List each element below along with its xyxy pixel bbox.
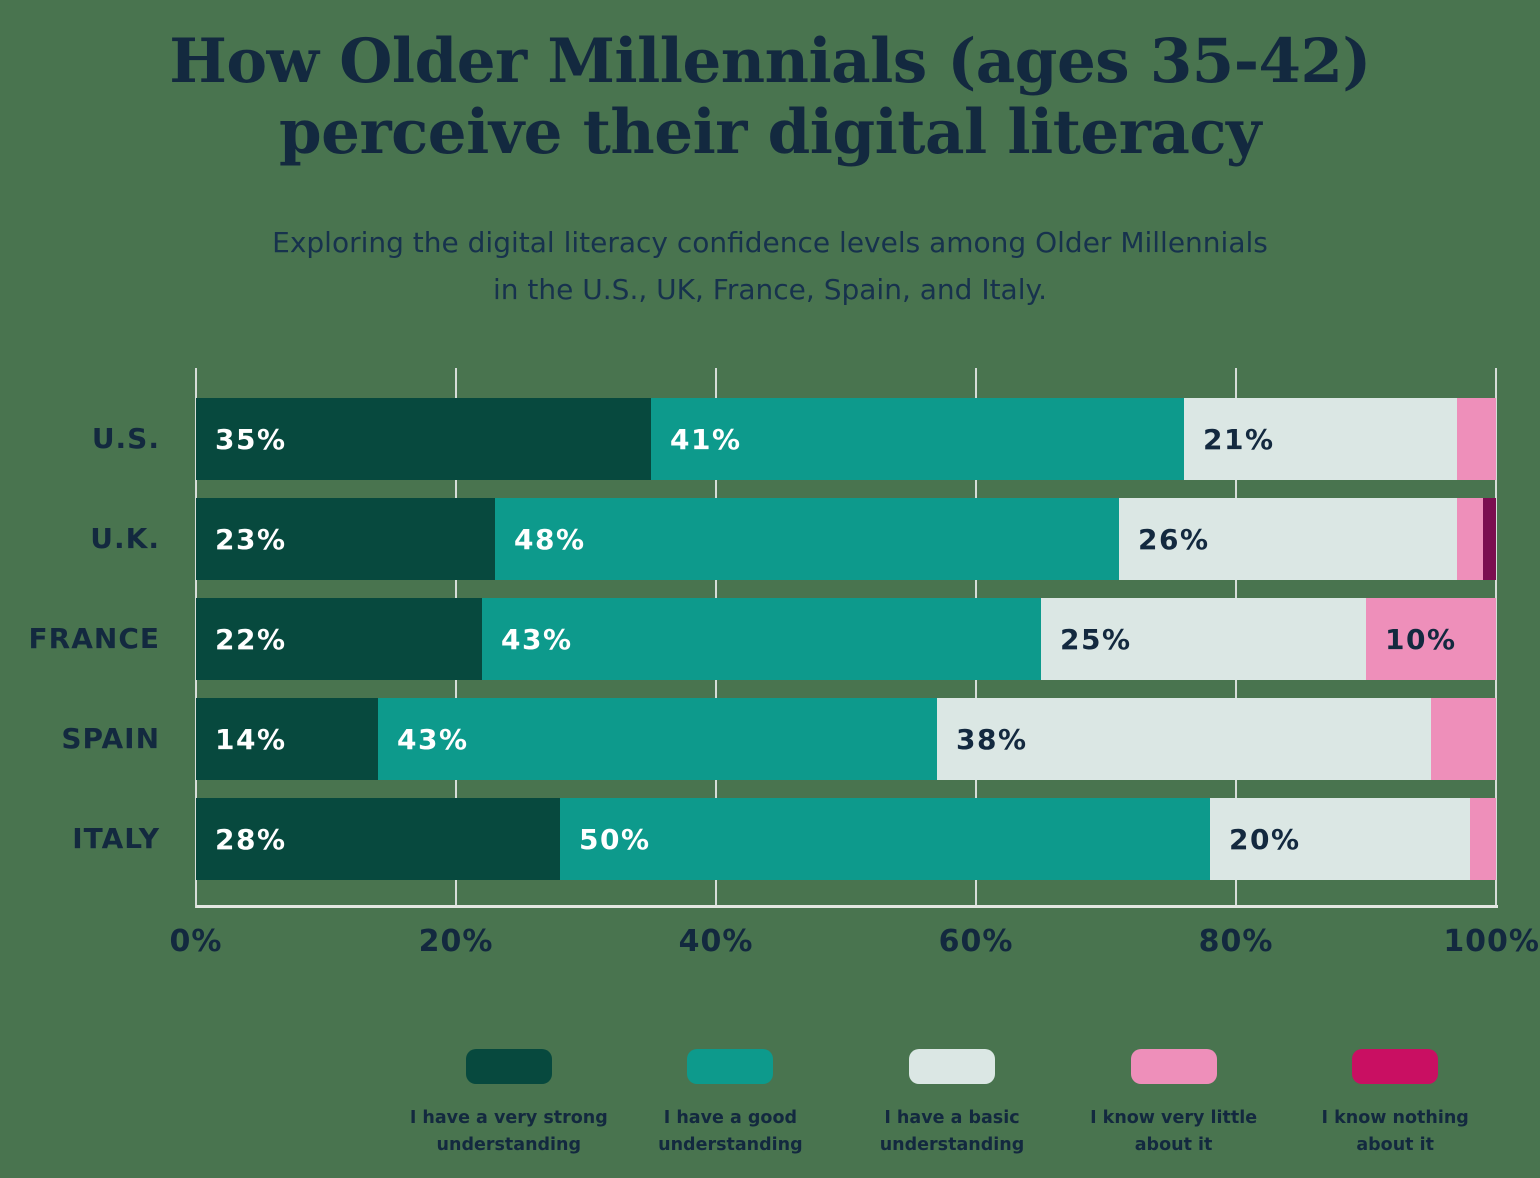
bar-segment-i-have-a-good-understanding: 43% bbox=[482, 598, 1041, 680]
legend-label-line: I have a good bbox=[663, 1108, 797, 1128]
legend-label-line: I have a very strong bbox=[409, 1108, 608, 1128]
legend-label-1: I have a very strong understanding bbox=[410, 1105, 608, 1159]
bar-row-france: 22% 43% 25% 10% bbox=[196, 598, 1496, 680]
x-tick-label-20: 20% bbox=[418, 924, 494, 959]
legend-label-4: I know very little about it bbox=[1090, 1105, 1257, 1159]
chart-subtitle: Exploring the digital literacy confidenc… bbox=[0, 219, 1540, 313]
legend-label-line: I know very little bbox=[1090, 1108, 1258, 1128]
x-tick-label-40: 40% bbox=[678, 924, 754, 959]
x-tick-label-100: 100% bbox=[1443, 924, 1540, 959]
bar-value-label: 43% bbox=[397, 722, 469, 756]
bar-value-label: 26% bbox=[1138, 522, 1210, 556]
bar-segment-i-have-a-basic-understanding: 25% bbox=[1041, 598, 1366, 680]
bar-segment-i-have-a-basic-understanding: 21% bbox=[1184, 398, 1457, 480]
bar-segment-i-know-very-little-about-it bbox=[1457, 398, 1496, 480]
bar-value-label: 10% bbox=[1385, 622, 1457, 656]
chart-subtitle-line2: in the U.S., UK, France, Spain, and Ital… bbox=[493, 273, 1047, 307]
bar-value-label: 50% bbox=[579, 822, 651, 856]
category-label-spain: SPAIN bbox=[61, 722, 160, 755]
bar-segment-i-have-a-good-understanding: 50% bbox=[560, 798, 1210, 880]
legend-label-3: I have a basic understanding bbox=[880, 1105, 1025, 1159]
bar-segment-i-have-a-basic-understanding: 26% bbox=[1119, 498, 1457, 580]
bar-row-us: 35% 41% 21% bbox=[196, 398, 1496, 480]
bar-row-uk: 23% 48% 26% bbox=[196, 498, 1496, 580]
legend-item-3: I have a basic understanding bbox=[841, 1049, 1063, 1159]
legend-label-line: understanding bbox=[879, 1135, 1025, 1156]
legend-label-line: understanding bbox=[436, 1135, 582, 1156]
legend-item-1: I have a very strong understanding bbox=[398, 1049, 620, 1159]
category-label-us: U.S. bbox=[91, 422, 160, 455]
bar-segment-i-have-a-good-understanding: 48% bbox=[495, 498, 1119, 580]
chart-title-line2: perceive their digital literacy bbox=[279, 97, 1261, 169]
bar-value-label: 35% bbox=[215, 422, 287, 456]
x-tick-label-0: 0% bbox=[169, 924, 223, 959]
legend-label-line: about it bbox=[1356, 1135, 1434, 1156]
legend-label-line: about it bbox=[1134, 1135, 1213, 1156]
legend-swatch-3 bbox=[908, 1049, 995, 1084]
legend-label-line: I know nothing bbox=[1321, 1108, 1469, 1128]
category-label-uk: U.K. bbox=[90, 522, 160, 555]
bar-segment-i-have-a-very-strong-understanding: 14% bbox=[196, 698, 378, 780]
legend-label-line: understanding bbox=[658, 1135, 803, 1156]
legend: I have a very strong understanding I have … bbox=[398, 1049, 1506, 1159]
x-tick-label-80: 80% bbox=[1198, 924, 1274, 959]
x-axis-line bbox=[196, 905, 1498, 908]
bar-value-label: 23% bbox=[215, 522, 287, 556]
legend-swatch-2 bbox=[687, 1049, 774, 1084]
bar-segment-i-know-nothing-about-it bbox=[1483, 498, 1496, 580]
legend-item-5: I know nothing about it bbox=[1284, 1049, 1506, 1159]
chart-subtitle-line1: Exploring the digital literacy confidenc… bbox=[272, 226, 1268, 259]
bar-segment-i-have-a-very-strong-understanding: 35% bbox=[196, 398, 651, 480]
legend-swatch-5 bbox=[1352, 1049, 1439, 1084]
bar-segment-i-have-a-basic-understanding: 38% bbox=[937, 698, 1431, 780]
bar-segment-i-have-a-very-strong-understanding: 28% bbox=[196, 798, 560, 880]
legend-item-4: I know very little about it bbox=[1063, 1049, 1285, 1159]
category-label-france: FRANCE bbox=[28, 622, 160, 655]
bar-row-italy: 28% 50% 20% bbox=[196, 798, 1496, 880]
bar-row-spain: 14% 43% 38% bbox=[196, 698, 1496, 780]
bar-segment-i-know-very-little-about-it: 10% bbox=[1366, 598, 1496, 680]
bar-segment-i-know-very-little-about-it bbox=[1470, 798, 1496, 880]
chart-title-line1: How Older Millennials (ages 35-42) bbox=[169, 26, 1371, 97]
bar-value-label: 21% bbox=[1203, 422, 1275, 456]
bar-value-label: 48% bbox=[514, 522, 586, 556]
bar-value-label: 20% bbox=[1229, 822, 1301, 856]
legend-swatch-1 bbox=[465, 1049, 552, 1084]
category-label-italy: ITALY bbox=[72, 822, 160, 855]
bar-value-label: 38% bbox=[956, 722, 1028, 756]
chart-title: How Older Millennials (ages 35-42) perce… bbox=[0, 26, 1540, 169]
legend-label-2: I have a good understanding bbox=[658, 1105, 803, 1159]
bar-segment-i-have-a-basic-understanding: 20% bbox=[1210, 798, 1470, 880]
bar-value-label: 43% bbox=[501, 622, 573, 656]
bar-segment-i-have-a-good-understanding: 41% bbox=[651, 398, 1184, 480]
bar-segment-i-have-a-very-strong-understanding: 22% bbox=[196, 598, 482, 680]
x-tick-label-60: 60% bbox=[938, 924, 1014, 959]
bar-value-label: 25% bbox=[1060, 622, 1132, 656]
legend-swatch-4 bbox=[1130, 1049, 1217, 1084]
legend-label-line: I have a basic bbox=[884, 1108, 1020, 1128]
bar-segment-i-know-very-little-about-it bbox=[1431, 698, 1496, 780]
bar-value-label: 14% bbox=[215, 722, 287, 756]
bar-value-label: 22% bbox=[215, 622, 287, 656]
bar-value-label: 28% bbox=[215, 822, 287, 856]
bar-segment-i-have-a-very-strong-understanding: 23% bbox=[196, 498, 495, 580]
legend-label-5: I know nothing about it bbox=[1322, 1105, 1469, 1159]
bar-segment-i-know-very-little-about-it bbox=[1457, 498, 1483, 580]
gridline-100 bbox=[1495, 368, 1497, 908]
bar-value-label: 41% bbox=[670, 422, 742, 456]
legend-item-2: I have a good understanding bbox=[620, 1049, 842, 1159]
bar-segment-i-have-a-good-understanding: 43% bbox=[378, 698, 937, 780]
